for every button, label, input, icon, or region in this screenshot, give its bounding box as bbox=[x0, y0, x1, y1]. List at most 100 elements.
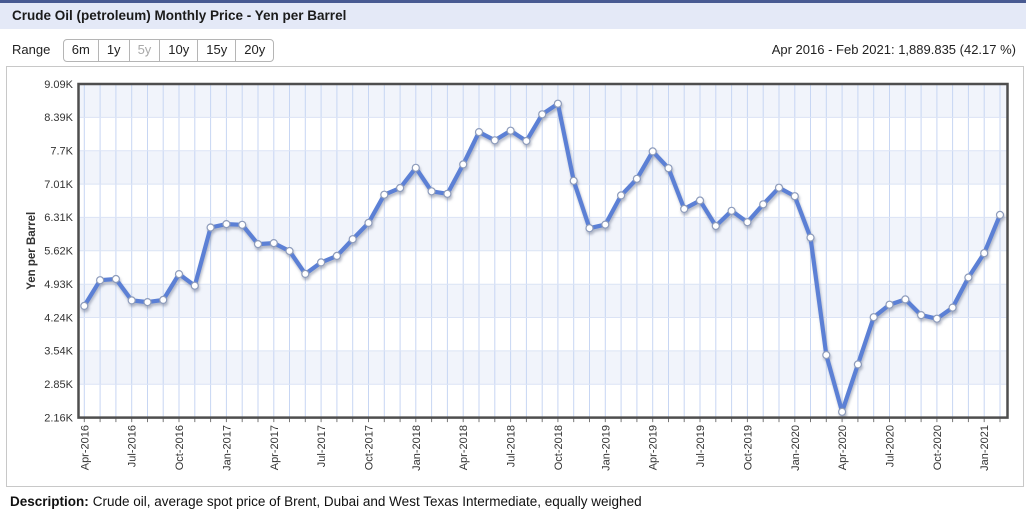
data-point-marker[interactable] bbox=[474, 127, 484, 137]
range-button-10y[interactable]: 10y bbox=[159, 38, 199, 62]
x-tick-label: Oct-2017 bbox=[364, 425, 376, 470]
x-tick-label: Jan-2017 bbox=[221, 425, 233, 471]
data-point-marker[interactable] bbox=[301, 269, 310, 278]
x-tick-label: Jan-2021 bbox=[979, 425, 991, 471]
range-button-15y[interactable]: 15y bbox=[197, 38, 237, 62]
data-point-marker[interactable] bbox=[869, 313, 878, 322]
chart-title-bar: Crude Oil (petroleum) Monthly Price - Ye… bbox=[0, 0, 1026, 29]
x-tick-label: Jul-2018 bbox=[506, 425, 518, 467]
chart-container: 9.09K 8.39K 7.7K 7.01K 6.31K 5.62K 4.93K 4.24K 3… bbox=[6, 66, 1024, 487]
y-tick-label: 2.16K bbox=[44, 412, 73, 424]
data-point-marker[interactable] bbox=[269, 239, 278, 248]
data-point-marker[interactable] bbox=[174, 270, 184, 279]
data-point-marker[interactable] bbox=[837, 407, 847, 416]
data-point-marker[interactable] bbox=[553, 99, 563, 108]
data-point-marker[interactable] bbox=[238, 220, 247, 229]
y-tick-label: 5.62K bbox=[44, 246, 73, 258]
range-button-1y[interactable]: 1y bbox=[97, 38, 130, 62]
data-point-marker[interactable] bbox=[443, 189, 452, 198]
range-button-5y[interactable]: 5y bbox=[128, 38, 161, 62]
x-tick-label: Jul-2020 bbox=[885, 425, 897, 467]
data-point-marker[interactable] bbox=[538, 110, 547, 119]
data-point-marker[interactable] bbox=[585, 224, 594, 233]
data-point-marker[interactable] bbox=[396, 183, 405, 193]
data-point-marker[interactable] bbox=[822, 350, 831, 360]
data-point-marker[interactable] bbox=[790, 192, 799, 201]
data-point-marker[interactable] bbox=[127, 296, 136, 305]
data-point-marker[interactable] bbox=[743, 218, 752, 227]
data-point-marker[interactable] bbox=[601, 220, 610, 229]
data-point-marker[interactable] bbox=[980, 249, 989, 258]
x-tick-label: Jan-2020 bbox=[790, 425, 802, 471]
data-point-marker[interactable] bbox=[95, 276, 105, 285]
range-button-20y[interactable]: 20y bbox=[235, 38, 275, 62]
x-tick-label: Apr-2018 bbox=[458, 425, 470, 470]
description: Description: Crude oil, average spot pric… bbox=[10, 494, 642, 509]
data-point-marker[interactable] bbox=[806, 233, 815, 242]
data-point-marker[interactable] bbox=[964, 273, 973, 282]
data-point-marker[interactable] bbox=[632, 174, 642, 183]
data-point-marker[interactable] bbox=[522, 136, 531, 146]
description-text: Crude oil, average spot price of Brent, … bbox=[92, 494, 642, 509]
x-tick-label: Jul-2019 bbox=[695, 425, 707, 467]
data-point-marker[interactable] bbox=[380, 190, 389, 199]
data-point-marker[interactable] bbox=[332, 251, 341, 260]
data-point-marker[interactable] bbox=[711, 221, 720, 231]
data-point-marker[interactable] bbox=[253, 240, 263, 249]
data-point-marker[interactable] bbox=[143, 298, 152, 307]
data-point-marker[interactable] bbox=[948, 303, 957, 312]
data-point-marker[interactable] bbox=[427, 187, 436, 196]
data-point-marker[interactable] bbox=[916, 311, 926, 320]
data-point-marker[interactable] bbox=[664, 164, 673, 173]
data-point-marker[interactable] bbox=[759, 200, 768, 209]
data-point-marker[interactable] bbox=[459, 160, 468, 169]
plot-band bbox=[78, 350, 1008, 385]
data-point-marker[interactable] bbox=[159, 295, 168, 304]
x-tick-label: Jul-2017 bbox=[316, 425, 328, 467]
plot-band bbox=[78, 150, 1008, 185]
x-tick-label: Jan-2018 bbox=[411, 425, 423, 471]
data-point-marker[interactable] bbox=[995, 210, 1005, 219]
y-tick-label: 9.09K bbox=[44, 79, 73, 91]
data-point-marker[interactable] bbox=[285, 246, 294, 256]
x-tick-label: Apr-2017 bbox=[269, 425, 281, 470]
page-title: Crude Oil (petroleum) Monthly Price - Ye… bbox=[12, 8, 347, 23]
data-point-marker[interactable] bbox=[222, 220, 231, 229]
plot-area[interactable]: 9.09K 8.39K 7.7K 7.01K 6.31K 5.62K 4.93K 4.24K 3… bbox=[7, 67, 1023, 486]
data-point-marker[interactable] bbox=[317, 258, 326, 267]
data-point-marker[interactable] bbox=[885, 300, 894, 309]
description-label: Description: bbox=[10, 494, 89, 509]
data-point-marker[interactable] bbox=[80, 301, 89, 310]
range-label: Range bbox=[12, 42, 51, 57]
data-point-marker[interactable] bbox=[206, 223, 215, 232]
data-point-marker[interactable] bbox=[111, 274, 121, 284]
data-point-marker[interactable] bbox=[774, 183, 784, 192]
data-point-marker[interactable] bbox=[616, 191, 626, 200]
data-point-marker[interactable] bbox=[727, 206, 736, 215]
plot-band bbox=[78, 284, 1008, 318]
data-point-marker[interactable] bbox=[490, 136, 499, 145]
data-point-marker[interactable] bbox=[853, 360, 863, 369]
y-axis-title: Yen per Barrel bbox=[26, 212, 38, 290]
data-point-marker[interactable] bbox=[190, 281, 199, 290]
data-point-marker[interactable] bbox=[411, 163, 420, 172]
y-tick-label: 8.39K bbox=[44, 112, 73, 124]
data-point-marker[interactable] bbox=[648, 147, 657, 156]
range-button-6m[interactable]: 6m bbox=[62, 38, 99, 62]
x-tick-label: Apr-2020 bbox=[837, 425, 849, 470]
x-tick-label: Oct-2019 bbox=[742, 425, 754, 470]
data-point-marker[interactable] bbox=[506, 126, 515, 135]
y-tick-label: 6.31K bbox=[44, 212, 73, 224]
x-tick-label: Oct-2018 bbox=[553, 425, 565, 470]
data-point-marker[interactable] bbox=[569, 176, 578, 185]
y-tick-label: 7.01K bbox=[44, 179, 73, 191]
data-point-marker[interactable] bbox=[348, 235, 357, 244]
data-point-marker[interactable] bbox=[695, 196, 705, 205]
x-tick-label: Jan-2019 bbox=[600, 425, 612, 471]
y-tick-label: 4.93K bbox=[44, 279, 73, 291]
data-point-marker[interactable] bbox=[364, 218, 373, 227]
data-point-marker[interactable] bbox=[932, 314, 942, 323]
data-point-marker[interactable] bbox=[680, 204, 689, 213]
data-point-marker[interactable] bbox=[901, 295, 910, 304]
